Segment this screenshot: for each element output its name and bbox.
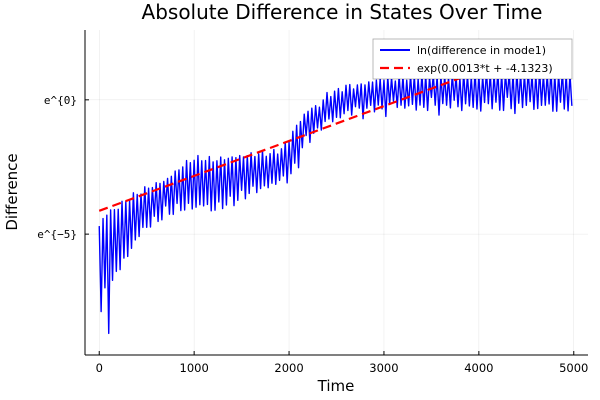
legend-label-fit: exp(0.0013*t + -4.1323) (417, 62, 553, 75)
x-tick-label: 2000 (274, 361, 303, 375)
series-line-mode1 (98, 68, 573, 335)
legend-label-mode1: ln(difference in mode1) (417, 44, 546, 57)
x-axis-label: Time (317, 377, 355, 395)
y-ticks: e^{−5} e^{0} (37, 94, 89, 241)
x-tick-label: 5000 (559, 361, 588, 375)
y-tick-label: e^{−5} (37, 228, 77, 241)
y-tick-label: e^{0} (44, 94, 77, 107)
legend-box (372, 38, 573, 80)
x-tick-label: 4000 (464, 361, 493, 375)
x-tick-label: 3000 (369, 361, 398, 375)
x-ticks: 0 1000 2000 3000 4000 5000 (96, 351, 588, 375)
series-line-fit (98, 63, 499, 212)
legend: ln(difference in mode1) exp(0.0013*t + -… (372, 38, 573, 80)
y-axis-label: Difference (3, 153, 21, 230)
chart-title: Absolute Difference in States Over Time (142, 0, 543, 24)
x-tick-label: 0 (96, 361, 103, 375)
x-tick-label: 1000 (180, 361, 209, 375)
plot-area (98, 63, 573, 335)
